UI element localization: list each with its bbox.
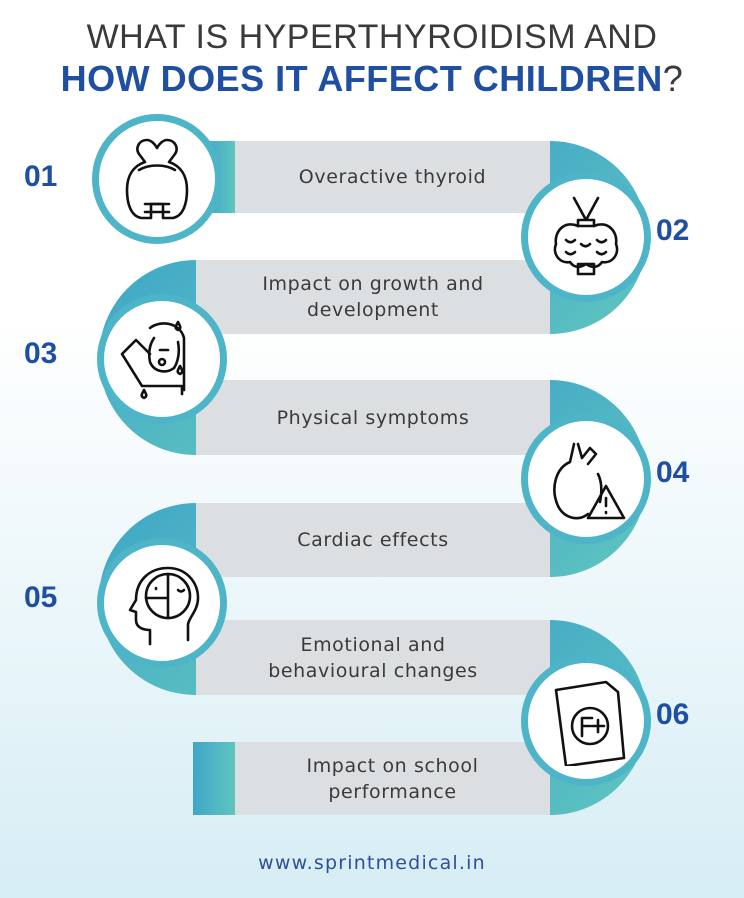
title-line-2-text: HOW DOES IT AFFECT CHILDREN — [60, 58, 663, 99]
bar-accent-06 — [193, 742, 235, 815]
step-bar-04: Cardiac effects — [196, 503, 550, 577]
step-number-01: 01 — [24, 160, 58, 193]
step-number-05: 05 — [24, 581, 58, 614]
title-line-1: WHAT IS HYPERTHYROIDISM AND — [86, 18, 658, 56]
title-question-mark: ? — [662, 58, 684, 99]
step-bar-05: Emotional and behavioural changes — [196, 620, 550, 695]
step-label: Impact on school performance — [306, 754, 479, 803]
step-number-03: 03 — [24, 337, 58, 370]
step-label: Physical symptoms — [276, 406, 470, 429]
step-number-02: 02 — [656, 214, 690, 247]
step-label: Impact on growth and development — [262, 273, 484, 321]
thyroid-gland-icon — [521, 172, 651, 302]
step-label: Overactive thyroid — [298, 166, 487, 188]
step-bar-01: Overactive thyroid — [235, 141, 550, 213]
step-bar-06: Impact on school performance — [235, 742, 550, 815]
head-mood-icon — [97, 538, 227, 668]
step-label: Cardiac effects — [297, 529, 449, 551]
thyroid-icon — [92, 114, 222, 244]
step-number-06: 06 — [656, 698, 690, 731]
website-link[interactable]: www.sprintmedical.in — [258, 852, 486, 874]
failing-grade-icon — [521, 656, 651, 786]
sweating-person-icon — [97, 294, 227, 424]
step-bar-03: Physical symptoms — [196, 380, 550, 455]
heart-warning-icon — [521, 414, 651, 544]
step-number-04: 04 — [656, 456, 690, 489]
step-label: Emotional and behavioural changes — [268, 633, 478, 682]
title-line-2: HOW DOES IT AFFECT CHILDREN? — [0, 58, 744, 100]
step-bar-02: Impact on growth and development — [196, 260, 550, 334]
